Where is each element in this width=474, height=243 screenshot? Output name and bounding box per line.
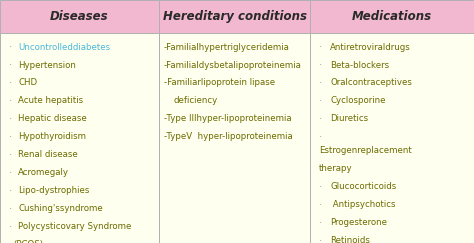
- Text: Estrogenreplacement: Estrogenreplacement: [319, 146, 412, 155]
- Text: Polycysticovary Syndrome: Polycysticovary Syndrome: [18, 222, 131, 231]
- Text: ·: ·: [9, 168, 12, 178]
- Text: -Type IIIhyper-lipoproteinemia: -Type IIIhyper-lipoproteinemia: [164, 114, 291, 123]
- Text: ·: ·: [9, 78, 12, 88]
- Text: ·: ·: [319, 43, 322, 52]
- Text: CHD: CHD: [18, 78, 37, 87]
- Text: Antipsychotics: Antipsychotics: [330, 200, 396, 209]
- Text: Uncontrolleddiabetes: Uncontrolleddiabetes: [18, 43, 110, 52]
- Text: ·: ·: [319, 200, 322, 210]
- Bar: [0, 33, 159, 243]
- Text: ·: ·: [319, 78, 322, 88]
- Text: ·: ·: [319, 61, 322, 70]
- Text: -Familiarlipoprotein lipase: -Familiarlipoprotein lipase: [164, 78, 274, 87]
- Text: ·: ·: [9, 61, 12, 70]
- Text: (PCOS): (PCOS): [13, 240, 43, 243]
- Text: Hereditary conditions: Hereditary conditions: [163, 10, 307, 23]
- Text: Diuretics: Diuretics: [330, 114, 368, 123]
- Text: ·: ·: [319, 236, 322, 243]
- Text: Acute hepatitis: Acute hepatitis: [18, 96, 83, 105]
- Text: -TypeV  hyper-lipoproteinemia: -TypeV hyper-lipoproteinemia: [164, 132, 292, 141]
- Text: ·: ·: [9, 222, 12, 232]
- Text: Glucocorticoids: Glucocorticoids: [330, 182, 397, 191]
- Bar: [159, 0, 310, 33]
- Bar: [310, 0, 474, 33]
- Text: Cyclosporine: Cyclosporine: [330, 96, 386, 105]
- Bar: [310, 33, 474, 243]
- Text: Oralcontraceptives: Oralcontraceptives: [330, 78, 412, 87]
- Text: Hypothyroidism: Hypothyroidism: [18, 132, 86, 141]
- Text: Hepatic disease: Hepatic disease: [18, 114, 87, 123]
- Text: ·: ·: [9, 204, 12, 214]
- Text: Antiretroviraldrugs: Antiretroviraldrugs: [330, 43, 411, 52]
- Text: ·: ·: [9, 186, 12, 196]
- Text: Hypertension: Hypertension: [18, 61, 76, 69]
- Text: ·: ·: [9, 96, 12, 106]
- Text: therapy: therapy: [319, 164, 353, 173]
- Text: Cushing'ssyndrome: Cushing'ssyndrome: [18, 204, 103, 213]
- Text: Acromegaly: Acromegaly: [18, 168, 69, 177]
- Text: Retinoids: Retinoids: [330, 236, 370, 243]
- Text: Progesterone: Progesterone: [330, 218, 387, 227]
- Text: ·: ·: [319, 114, 322, 124]
- Text: ·: ·: [9, 132, 12, 142]
- Text: ·: ·: [319, 96, 322, 106]
- Text: Beta-blockers: Beta-blockers: [330, 61, 390, 69]
- Text: ·: ·: [9, 150, 12, 160]
- Text: ·: ·: [319, 182, 322, 192]
- Text: -Familialdysbetalipoproteinemia: -Familialdysbetalipoproteinemia: [164, 61, 301, 69]
- Text: ·: ·: [319, 218, 322, 228]
- Text: -Familialhypertriglyceridemia: -Familialhypertriglyceridemia: [164, 43, 290, 52]
- Text: Lipo-dystrophies: Lipo-dystrophies: [18, 186, 90, 195]
- Text: Medications: Medications: [352, 10, 432, 23]
- Bar: [0, 0, 159, 33]
- Text: ·: ·: [319, 132, 322, 142]
- Text: Renal disease: Renal disease: [18, 150, 78, 159]
- Text: Diseases: Diseases: [50, 10, 109, 23]
- Text: ·: ·: [9, 43, 12, 52]
- Bar: [159, 33, 310, 243]
- Text: deficiency: deficiency: [173, 96, 217, 105]
- Text: ·: ·: [9, 114, 12, 124]
